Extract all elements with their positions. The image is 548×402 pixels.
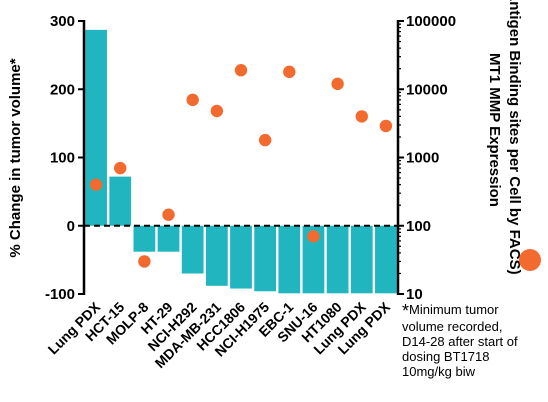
point-10	[331, 77, 344, 91]
footnote-star: *	[402, 301, 410, 321]
right-tick-label-4: 10	[406, 286, 423, 303]
legend	[519, 249, 541, 271]
left-tick-label-1: 200	[50, 81, 75, 98]
bar-8	[278, 225, 301, 294]
bar-11	[350, 225, 373, 294]
bar-series	[85, 29, 397, 294]
point-6	[234, 64, 248, 77]
footnote-line-5: 10mg/kg biw	[402, 364, 475, 379]
point-4	[186, 93, 199, 107]
left-tick-label-2: 100	[50, 150, 75, 167]
bar-2	[133, 225, 156, 252]
left-tick-label-0: 300	[50, 13, 75, 30]
point-5	[210, 104, 224, 118]
footnote-line-2: volume recorded,	[402, 319, 503, 334]
footnote: *Minimum tumor volume recorded, D14-28 a…	[402, 302, 546, 379]
y-axis-title: % Change in tumor volume*	[7, 58, 24, 257]
bar-1	[109, 176, 132, 226]
right-tick-label-3: 100	[406, 218, 431, 235]
footnote-line-3: D14-28 after start of	[402, 334, 518, 349]
point-8	[283, 65, 296, 79]
left-tick-label-4: -100	[45, 286, 75, 303]
point-series	[89, 64, 393, 268]
y2-axis-title-line-1: MT1 MMP Expression	[486, 53, 503, 207]
bar-5	[205, 225, 228, 286]
point-7	[258, 133, 272, 147]
right-tick-label-0: 100000	[406, 13, 456, 30]
bar-6	[230, 225, 252, 289]
footnote-line-1: Minimum tumor	[409, 302, 499, 317]
bar-0	[85, 29, 107, 226]
footnote-line-4: dosing BT1718	[402, 349, 490, 364]
bar-12	[375, 225, 397, 294]
point-11	[355, 110, 368, 123]
bar-3	[157, 225, 180, 252]
y2-axis-title-line-2: (Antigen Binding sites per Cell by FACS)	[506, 0, 523, 275]
bar-10	[326, 225, 349, 294]
bar-9	[302, 225, 325, 294]
legend-marker	[519, 249, 541, 271]
bar-7	[254, 225, 277, 292]
left-tick-label-3: 0	[67, 218, 75, 235]
right-tick-label-1: 10000	[406, 81, 448, 98]
bar-4	[181, 225, 204, 274]
right-tick-label-2: 1000	[406, 150, 439, 167]
point-2	[138, 255, 151, 268]
point-9	[307, 230, 320, 243]
point-12	[379, 119, 393, 133]
point-1	[114, 161, 127, 175]
point-0	[89, 178, 103, 191]
point-3	[162, 208, 175, 221]
